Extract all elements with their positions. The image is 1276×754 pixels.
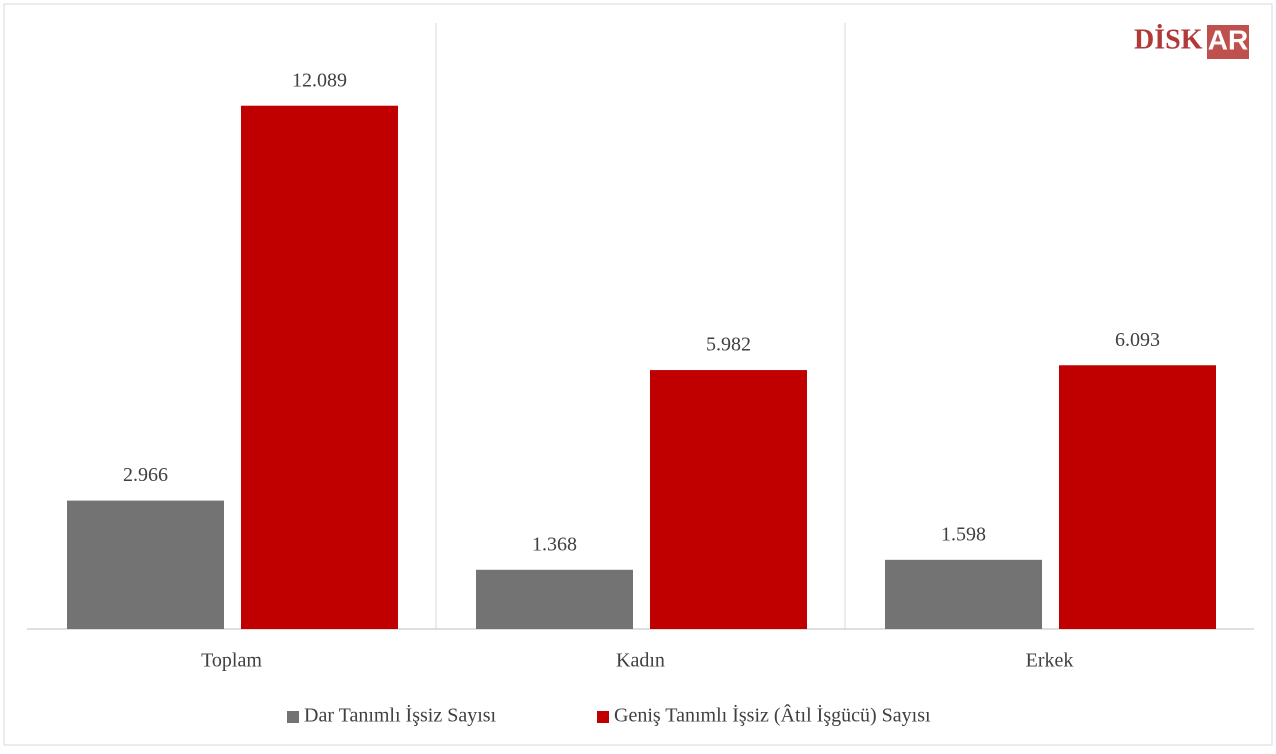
legend-label: Geniş Tanımlı İşsiz (Âtıl İşgücü) Sayısı — [614, 704, 931, 727]
bar — [241, 105, 398, 630]
bar — [67, 500, 224, 629]
legend-swatch — [597, 711, 609, 723]
x-tick-label: Toplam — [201, 650, 262, 672]
data-label: 12.089 — [292, 69, 347, 91]
data-label: 1.368 — [532, 533, 577, 555]
legend-label: Dar Tanımlı İşsiz Sayısı — [304, 704, 497, 727]
bar — [885, 559, 1042, 629]
legend-swatch — [287, 711, 299, 723]
bar — [650, 370, 807, 629]
bar — [1059, 365, 1216, 629]
x-tick-label: Kadın — [616, 650, 665, 672]
data-label: 6.093 — [1115, 329, 1160, 351]
data-label: 5.982 — [706, 334, 751, 356]
logo-left-bg — [1131, 25, 1188, 59]
data-label: 2.966 — [123, 464, 168, 486]
bar — [476, 569, 633, 629]
logo-right-bg — [1207, 25, 1249, 59]
logo-right: AR — [1208, 24, 1248, 55]
logo-left: DİSK — [1134, 24, 1203, 55]
data-label: 1.598 — [941, 523, 986, 545]
x-tick-label: Erkek — [1026, 650, 1074, 672]
